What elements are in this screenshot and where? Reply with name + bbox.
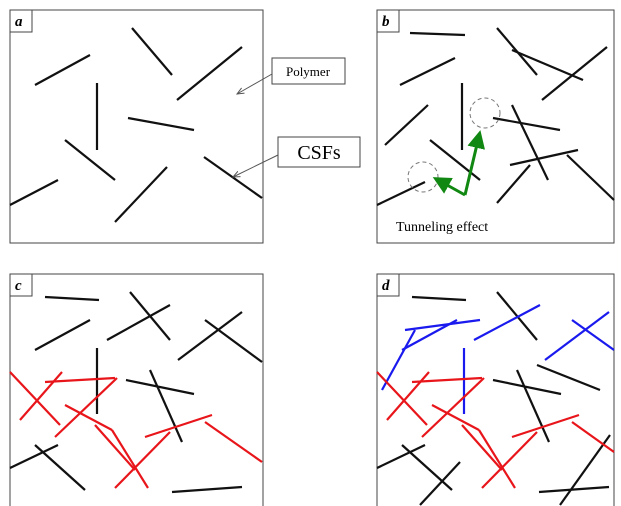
panel-label: d — [382, 278, 390, 294]
panel-c: c — [10, 274, 263, 506]
annotation: Tunneling effect — [396, 220, 488, 235]
csfs-label: CSFs — [297, 142, 341, 164]
panel-a: a — [10, 10, 263, 243]
panel-label: b — [382, 14, 390, 30]
panel-label: c — [15, 278, 22, 294]
panel-b: Tunneling effect b — [377, 10, 614, 243]
figure: a Polymer CSFs Tunneling effect b — [0, 0, 621, 506]
panel-d: d — [377, 274, 614, 506]
polymer-label: Polymer — [286, 64, 331, 79]
panel-label: a — [15, 14, 23, 30]
